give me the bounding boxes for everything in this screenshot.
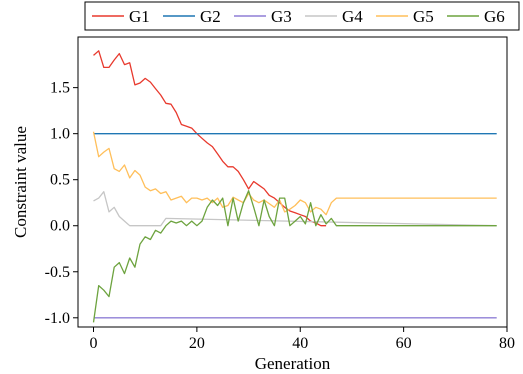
x-tick-label: 0 xyxy=(90,335,98,352)
y-tick-label: 1.0 xyxy=(50,126,70,143)
legend-item-g2: G2 xyxy=(163,7,221,26)
x-tick-label: 40 xyxy=(292,335,308,352)
x-tick-label: 20 xyxy=(189,335,205,352)
y-axis-ticks: -1.0 -0.5 0.0 0.5 1.0 1.5 xyxy=(45,80,78,327)
plot-area xyxy=(77,36,508,328)
series-line-g4 xyxy=(93,191,497,227)
legend-label: G1 xyxy=(129,7,150,26)
legend-item-g5: G5 xyxy=(376,7,434,26)
series-layer xyxy=(92,50,497,323)
legend-label: G4 xyxy=(342,7,363,26)
x-tick-label: 80 xyxy=(499,335,515,352)
legend-label: G6 xyxy=(484,7,505,26)
y-tick-label: 0.0 xyxy=(50,218,70,235)
legend-item-g3: G3 xyxy=(234,7,292,26)
legend-item-g6: G6 xyxy=(447,7,505,26)
x-tick-label: 60 xyxy=(396,335,412,352)
legend-item-g4: G4 xyxy=(305,7,363,26)
y-tick-label: -0.5 xyxy=(45,264,70,281)
y-axis-title: Constraint value xyxy=(11,126,30,238)
legend-item-g1: G1 xyxy=(92,7,150,26)
series-line-g6 xyxy=(92,190,497,323)
y-tick-label: 0.5 xyxy=(50,172,70,189)
y-tick-label: 1.5 xyxy=(50,80,70,97)
y-tick-label: -1.0 xyxy=(45,310,70,327)
legend-label: G2 xyxy=(200,7,221,26)
x-axis-ticks: 0 20 40 60 80 xyxy=(90,327,515,352)
legend-label: G5 xyxy=(413,7,434,26)
x-axis-title: Generation xyxy=(255,354,331,373)
legend: G1 G2 G3 G4 G5 G6 xyxy=(84,1,520,31)
series-line-g1 xyxy=(93,50,327,227)
legend-label: G3 xyxy=(271,7,292,26)
series-line-g5 xyxy=(92,131,497,216)
legend-box xyxy=(84,1,520,31)
